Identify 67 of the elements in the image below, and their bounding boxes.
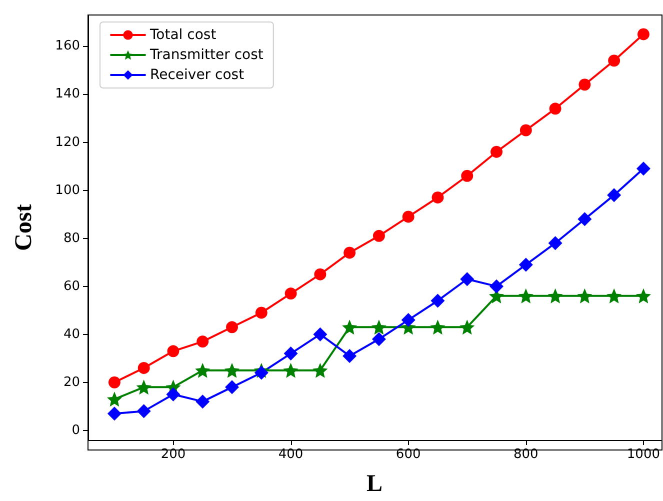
point [136, 380, 152, 395]
point [342, 348, 357, 363]
point [490, 279, 504, 294]
point [548, 288, 563, 304]
point [372, 230, 385, 242]
y-tick-label: 140 [55, 86, 80, 102]
point [432, 191, 444, 204]
y-tick-label: 0 [72, 422, 80, 438]
point [578, 78, 591, 91]
point [518, 288, 534, 304]
y-tick-label: 20 [63, 374, 80, 390]
point [284, 288, 297, 300]
point [490, 146, 503, 158]
point [107, 406, 122, 421]
point [461, 170, 474, 182]
point [312, 362, 328, 378]
point [371, 320, 386, 335]
point [430, 294, 445, 308]
point [342, 320, 358, 335]
point [226, 321, 238, 334]
point [108, 376, 120, 388]
point [224, 362, 240, 378]
y-tick-label: 160 [55, 38, 80, 54]
point [460, 272, 474, 286]
point [608, 54, 620, 67]
point [313, 327, 328, 342]
x-axis-title: L [366, 471, 383, 497]
point [166, 387, 180, 402]
point [283, 362, 298, 378]
point [372, 332, 386, 346]
legend-label: Receiver cost [150, 67, 245, 83]
point [314, 268, 326, 280]
y-tick-label: 40 [63, 326, 80, 342]
point [401, 312, 416, 327]
point [548, 236, 562, 250]
point [518, 258, 533, 272]
point [136, 404, 151, 418]
point [460, 320, 475, 335]
point [606, 288, 622, 304]
point [344, 246, 356, 259]
y-tick-label: 60 [63, 278, 80, 294]
point [196, 394, 210, 409]
point [106, 392, 122, 407]
point [549, 102, 562, 115]
y-tick-label: 120 [55, 134, 80, 150]
point [578, 212, 592, 226]
legend-label: Transmitter cost [149, 47, 264, 63]
y-axis-title: Cost [11, 204, 37, 251]
point [138, 362, 150, 374]
point [195, 362, 210, 378]
point [637, 28, 650, 40]
point [402, 210, 414, 223]
point [167, 345, 180, 358]
point [196, 336, 209, 348]
point [254, 366, 268, 380]
y-tick-label: 100 [55, 182, 80, 198]
point [636, 288, 651, 304]
legend-label: Total cost [149, 27, 217, 43]
point [636, 162, 650, 176]
point [284, 346, 298, 361]
point [255, 306, 268, 319]
y-tick-label: 80 [63, 230, 80, 246]
point [225, 380, 240, 394]
point [520, 124, 532, 136]
point [607, 188, 622, 202]
point [430, 320, 446, 335]
point [577, 288, 592, 304]
